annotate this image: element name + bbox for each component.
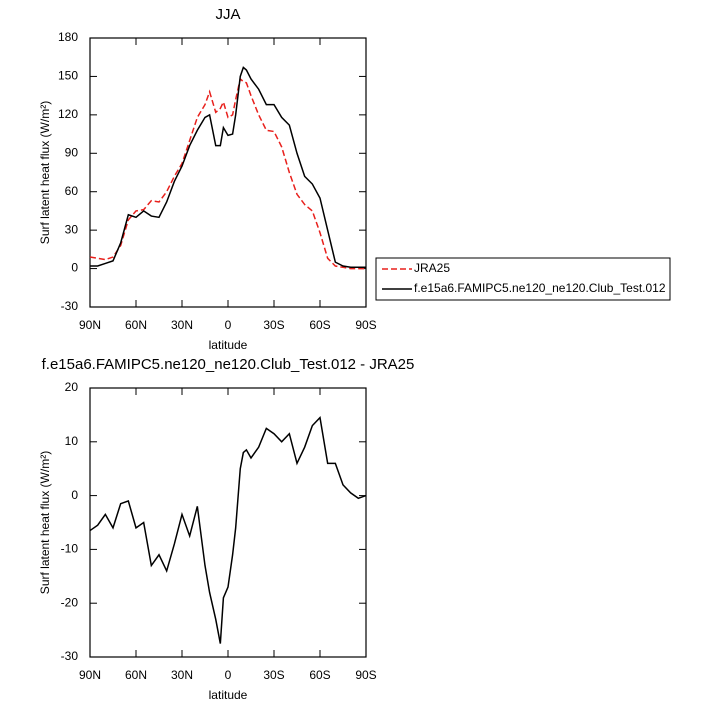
data-line: [89, 415, 367, 644]
x-tick-label: 60N: [125, 668, 147, 682]
plot-frame: [89, 37, 367, 308]
legend-label: f.e15a6.FAMIPC5.ne120_ne120.Club_Test.01…: [414, 281, 666, 295]
plot-frame: [89, 387, 367, 658]
y-tick-label: 30: [65, 222, 79, 236]
x-tick-label: 60N: [125, 318, 147, 332]
y-tick-label: -20: [61, 595, 79, 609]
y-axis-label: Surf latent heat flux (W/m²): [38, 101, 52, 244]
x-tick-label: 60S: [309, 318, 330, 332]
x-axis-label: latitude: [209, 338, 248, 352]
y-tick-label: 0: [71, 488, 78, 502]
y-tick-label: 180: [58, 30, 78, 44]
x-tick-label: 30N: [171, 668, 193, 682]
y-tick-label: 10: [65, 434, 79, 448]
x-tick-label: 30S: [263, 318, 284, 332]
x-tick-label: 0: [225, 318, 232, 332]
x-tick-label: 90N: [79, 668, 101, 682]
chart-title: f.e15a6.FAMIPC5.ne120_ne120.Club_Test.01…: [42, 356, 415, 373]
y-tick-label: -30: [61, 649, 79, 663]
x-tick-label: 90S: [355, 318, 376, 332]
data-line: [89, 77, 366, 270]
y-tick-label: 20: [65, 380, 79, 394]
y-tick-label: -10: [61, 542, 79, 556]
y-tick-label: -30: [61, 299, 79, 313]
x-tick-label: 0: [225, 668, 232, 682]
data-line: [90, 66, 366, 269]
x-tick-label: 90N: [79, 318, 101, 332]
y-tick-label: 0: [71, 261, 78, 275]
legend-box: [375, 257, 671, 301]
x-tick-label: 30N: [171, 318, 193, 332]
chart-title: JJA: [215, 6, 240, 23]
y-tick-label: 150: [58, 69, 78, 83]
legend-label: JRA25: [414, 261, 450, 275]
y-axis-label: Surf latent heat flux (W/m²): [38, 451, 52, 594]
x-tick-label: 60S: [309, 668, 330, 682]
x-axis-label: latitude: [209, 688, 248, 702]
y-tick-label: 60: [65, 184, 79, 198]
y-tick-label: 120: [58, 107, 78, 121]
y-tick-label: 90: [65, 145, 79, 159]
x-tick-label: 30S: [263, 668, 284, 682]
x-tick-label: 90S: [355, 668, 376, 682]
